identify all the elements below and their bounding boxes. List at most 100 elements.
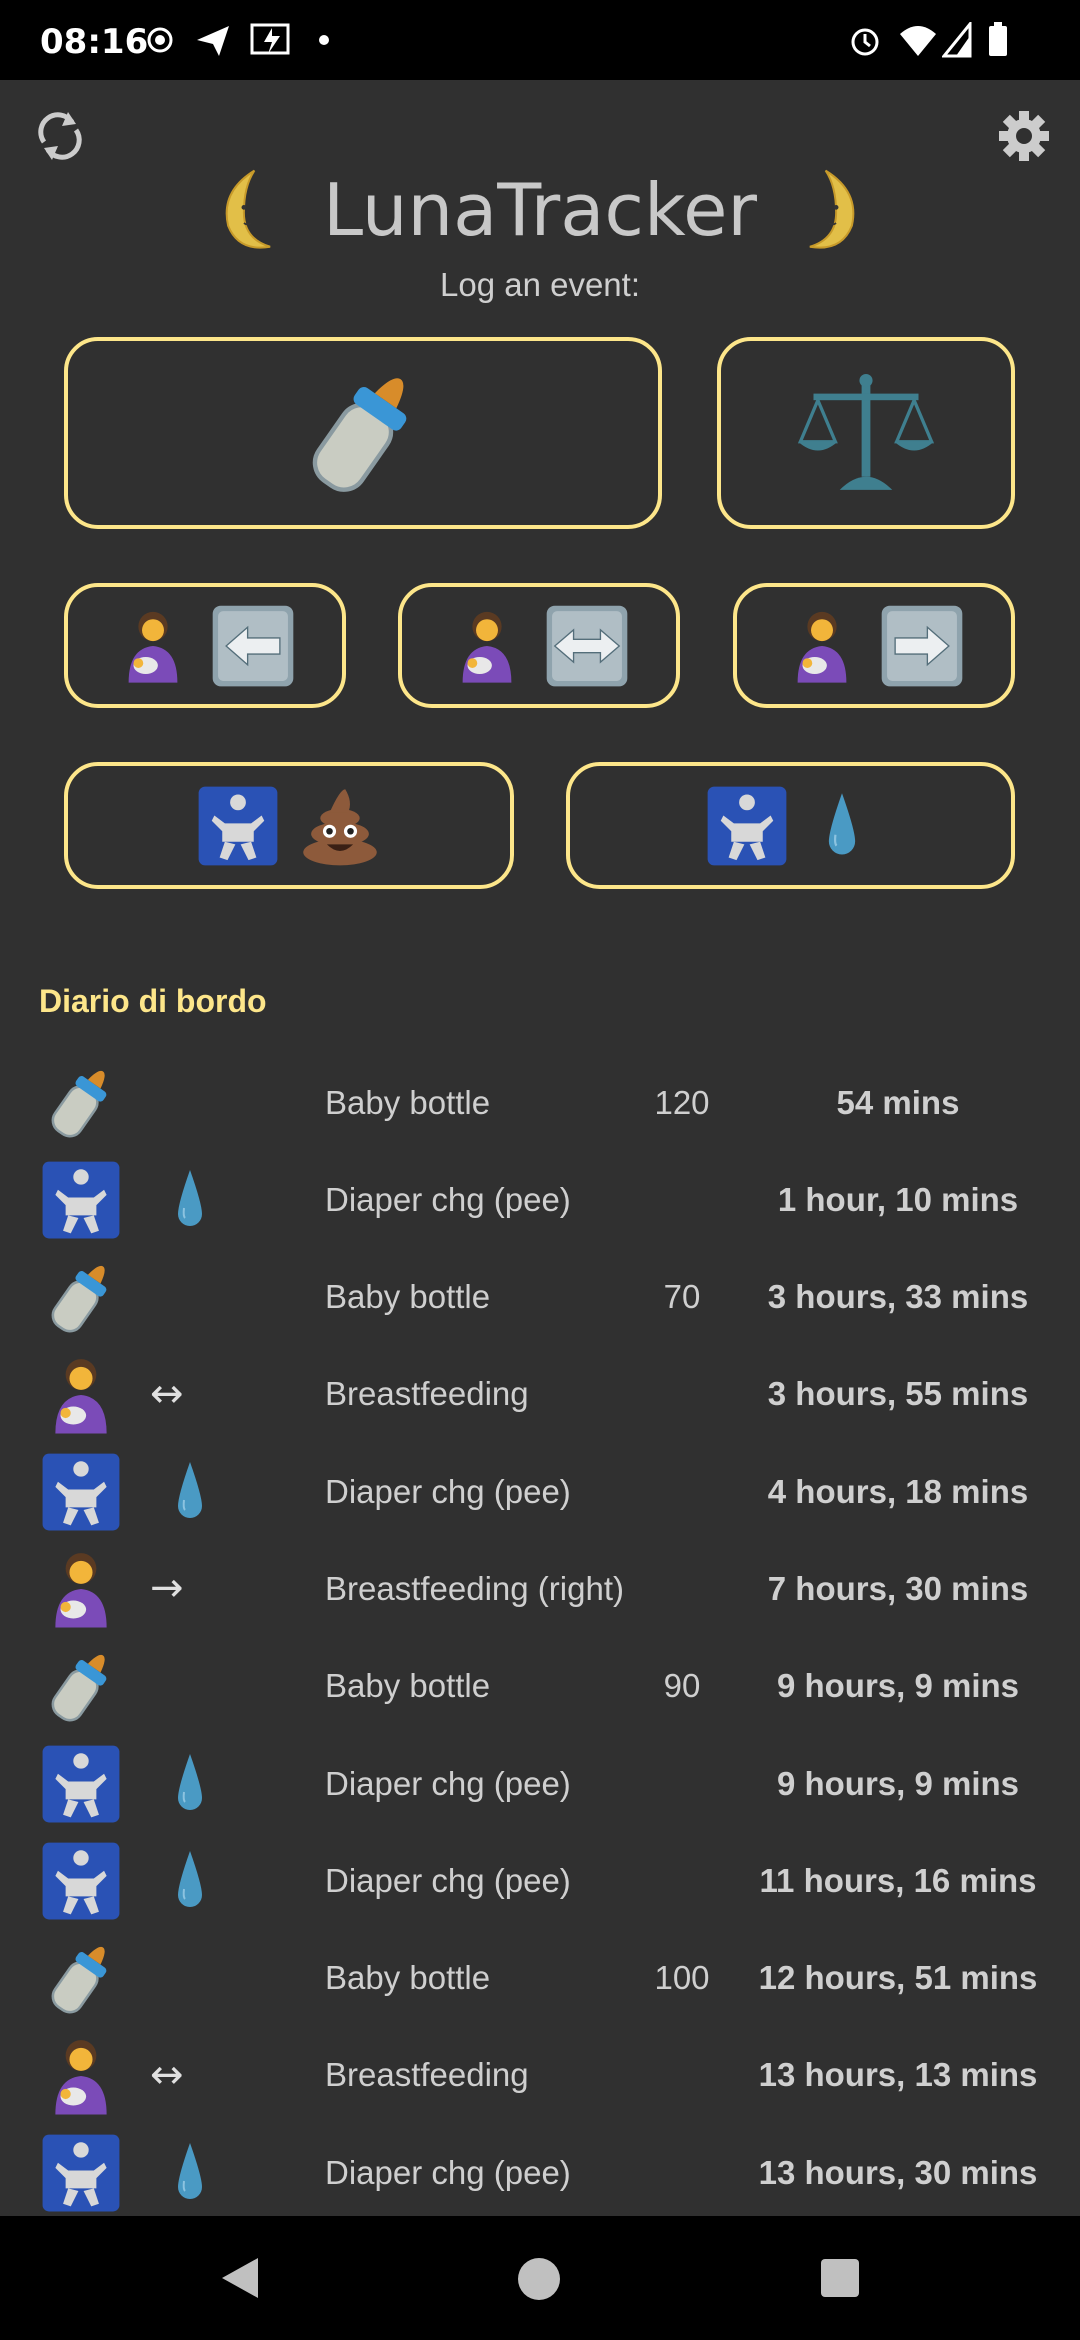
battery-icon — [989, 22, 1007, 56]
left-right-arrow-icon — [544, 603, 630, 689]
left-right-arrow-icon: ↔ — [150, 2051, 184, 2098]
droplet-icon — [807, 784, 877, 868]
entry-amount: 70 — [663, 1278, 701, 1316]
baby-symbol-icon — [40, 1840, 122, 1922]
entry-time: 9 hours, 9 mins — [776, 1764, 1020, 1802]
wifi-icon — [900, 26, 936, 56]
baby-symbol-icon — [40, 1451, 122, 1533]
breastfeeding-right-button[interactable] — [733, 583, 1015, 708]
entry-label: Baby bottle — [325, 1083, 491, 1121]
baby-symbol-icon — [196, 784, 280, 868]
entry-time: 13 hours, 13 mins — [758, 2056, 1038, 2094]
status-time: 08:16 — [40, 22, 149, 62]
breastfeeding-icon — [40, 1354, 122, 1436]
entry-amount — [632, 1540, 732, 1637]
droplet-icon — [158, 1168, 222, 1232]
droplet-icon — [158, 2141, 222, 2205]
log-entry[interactable]: ↔ Breastfeeding 13 hours, 13 mins — [0, 2027, 1080, 2124]
droplet-icon — [158, 1752, 222, 1816]
droplet-icon — [158, 1460, 222, 1524]
entry-amount — [632, 2027, 732, 2124]
status-bar: 08:16 — [0, 0, 1080, 80]
entry-label: Breastfeeding — [325, 1375, 529, 1413]
poop-icon — [298, 784, 382, 868]
right-arrow-icon — [879, 603, 965, 689]
entry-time: 13 hours, 30 mins — [758, 2153, 1038, 2191]
droplet-icon — [158, 1849, 222, 1913]
home-icon[interactable] — [516, 2256, 562, 2302]
log-entry[interactable]: → Breastfeeding (right) 7 hours, 30 mins — [0, 1540, 1080, 1637]
baby-symbol-icon — [40, 2132, 122, 2214]
entry-amount: 120 — [654, 1083, 710, 1121]
baby-bottle-icon — [40, 1062, 122, 1144]
entry-time: 7 hours, 30 mins — [767, 1569, 1029, 1607]
entry-label: Breastfeeding (right) — [325, 1569, 624, 1607]
sync-icon[interactable] — [32, 108, 88, 164]
recents-icon[interactable] — [820, 2258, 860, 2298]
log-title: Diario di bordo — [39, 983, 267, 1019]
baby-symbol-icon — [40, 1743, 122, 1825]
entry-amount — [632, 1346, 732, 1443]
app-title: LunaTracker — [0, 165, 1080, 255]
diaper-poo-button[interactable] — [64, 762, 514, 889]
baby-bottle-icon — [40, 1646, 122, 1728]
entry-label: Diaper chg (pee) — [325, 1861, 571, 1899]
entry-amount: 100 — [654, 1959, 710, 1997]
log-entry[interactable]: Diaper chg (pee) 11 hours, 16 mins — [0, 1832, 1080, 1929]
title-text: LunaTracker — [323, 168, 757, 252]
log-entry[interactable]: Diaper chg (pee) 9 hours, 9 mins — [0, 1735, 1080, 1832]
log-entry[interactable]: Diaper chg (pee) 1 hour, 10 mins — [0, 1151, 1080, 1248]
entry-time: 1 hour, 10 mins — [777, 1180, 1019, 1218]
log-entry[interactable]: Baby bottle 100 12 hours, 51 mins — [0, 1930, 1080, 2027]
subtitle: Log an event: — [440, 266, 640, 303]
entry-label: Diaper chg (pee) — [325, 1764, 571, 1802]
crescent-moon-face-icon — [781, 165, 865, 255]
dot-icon — [319, 35, 329, 45]
entry-label: Baby bottle — [325, 1959, 491, 1997]
entry-label: Diaper chg (pee) — [325, 1180, 571, 1218]
entry-amount: 90 — [663, 1667, 701, 1705]
entry-label: Baby bottle — [325, 1278, 491, 1316]
breastfeeding-icon — [783, 605, 861, 687]
breastfeeding-icon — [448, 605, 526, 687]
gear-icon[interactable] — [996, 108, 1052, 164]
record-icon — [147, 27, 173, 53]
entry-time: 54 mins — [836, 1083, 960, 1121]
entry-amount — [632, 1151, 732, 1248]
breastfeeding-left-button[interactable] — [64, 583, 346, 708]
baby-symbol-icon — [40, 1159, 122, 1241]
alarm-icon — [851, 28, 879, 56]
log-entry[interactable]: Baby bottle 90 9 hours, 9 mins — [0, 1638, 1080, 1735]
log-entry[interactable]: ↔ Breastfeeding 3 hours, 55 mins — [0, 1346, 1080, 1443]
diaper-pee-button[interactable] — [566, 762, 1015, 889]
entry-label: Diaper chg (pee) — [325, 2153, 571, 2191]
crescent-moon-face-icon — [215, 165, 299, 255]
entry-time: 9 hours, 9 mins — [776, 1667, 1020, 1705]
log-entry[interactable]: Baby bottle 70 3 hours, 33 mins — [0, 1249, 1080, 1346]
breastfeeding-both-button[interactable] — [398, 583, 680, 708]
telegram-icon — [197, 26, 229, 56]
event-log-list: Baby bottle 120 54 mins Diaper chg (pee) 1 h… — [0, 1054, 1080, 2222]
entry-time: 4 hours, 18 mins — [767, 1472, 1029, 1510]
entry-label: Baby bottle — [325, 1667, 491, 1705]
entry-label: Breastfeeding — [325, 2056, 529, 2094]
entry-amount — [632, 2124, 732, 2221]
baby-bottle-icon — [293, 363, 433, 503]
entry-time: 3 hours, 33 mins — [767, 1278, 1029, 1316]
right-arrow-icon: → — [150, 1565, 184, 1612]
balance-scale-icon — [796, 363, 936, 503]
back-icon[interactable] — [218, 2256, 262, 2300]
entry-amount — [632, 1735, 732, 1832]
entry-amount — [632, 1832, 732, 1929]
log-entry[interactable]: Baby bottle 120 54 mins — [0, 1054, 1080, 1151]
navigation-bar — [0, 2216, 1080, 2340]
signal-icon — [942, 22, 972, 58]
baby-bottle-button[interactable] — [64, 337, 662, 529]
entry-time: 11 hours, 16 mins — [759, 1861, 1037, 1899]
weight-button[interactable] — [717, 337, 1015, 529]
baby-bottle-icon — [40, 1257, 122, 1339]
entry-label: Diaper chg (pee) — [325, 1472, 571, 1510]
log-entry[interactable]: Diaper chg (pee) 13 hours, 30 mins — [0, 2124, 1080, 2221]
log-entry[interactable]: Diaper chg (pee) 4 hours, 18 mins — [0, 1443, 1080, 1540]
entry-amount — [632, 1443, 732, 1540]
